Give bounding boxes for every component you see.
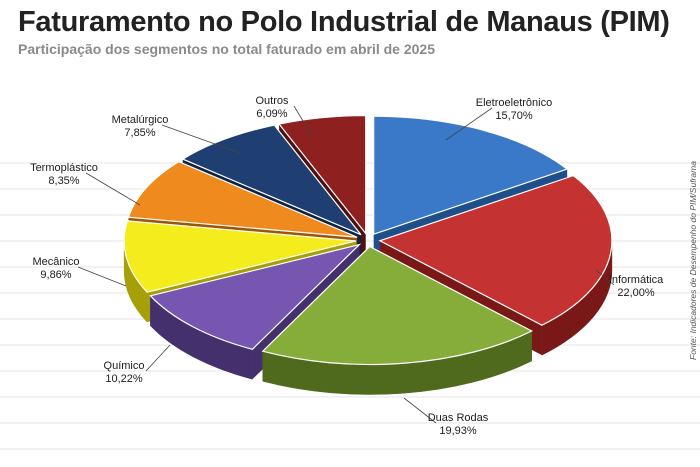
slice-label-4: Mecânico bbox=[32, 256, 79, 268]
slice-value-2: 19,93% bbox=[439, 425, 477, 437]
leader-line-0 bbox=[445, 107, 493, 141]
slice-label-7: Outros bbox=[255, 95, 289, 107]
slice-value-0: 15,70% bbox=[495, 110, 533, 122]
slice-label-3: Químico bbox=[104, 360, 145, 372]
leader-line-7 bbox=[293, 105, 313, 137]
slice-value-4: 9,86% bbox=[40, 269, 71, 281]
slice-label-5: Termoplástico bbox=[30, 162, 98, 174]
pie-slice-top-4 bbox=[123, 220, 357, 293]
leader-line-4 bbox=[77, 266, 127, 287]
source-note: Fonte: Indicadores de Desempenho do PIM/… bbox=[688, 161, 698, 360]
pie-slice-top-2 bbox=[261, 245, 534, 366]
leader-line-6 bbox=[161, 124, 241, 154]
pie-slice-top-0 bbox=[373, 115, 569, 236]
slice-value-3: 10,22% bbox=[105, 373, 143, 385]
leader-line-3 bbox=[145, 344, 171, 372]
pie-slice-2 bbox=[261, 245, 534, 395]
pie-slice-top-1 bbox=[378, 174, 613, 326]
leader-line-1 bbox=[595, 269, 615, 286]
pie-slice-top-5 bbox=[127, 161, 358, 238]
leader-line-2 bbox=[403, 397, 437, 424]
pie-slice-top-3 bbox=[149, 243, 362, 350]
slice-label-6: Metalúrgico bbox=[112, 114, 169, 126]
slice-label-2: Duas Rodas bbox=[428, 412, 489, 424]
chart-subtitle: Participação dos segmentos no total fatu… bbox=[18, 41, 436, 57]
pie-slice-top-7 bbox=[278, 114, 367, 236]
slice-value-7: 6,09% bbox=[256, 108, 287, 120]
pie-slice-top-6 bbox=[181, 124, 362, 236]
slice-value-5: 8,35% bbox=[48, 175, 79, 187]
chart-title: Faturamento no Polo Industrial de Manaus… bbox=[18, 6, 670, 38]
leader-line-5 bbox=[85, 172, 141, 206]
slice-value-6: 7,85% bbox=[124, 127, 155, 139]
slice-value-1: 22,00% bbox=[617, 287, 655, 299]
slice-label-0: Eletroeletrônico bbox=[476, 97, 552, 109]
slice-label-1: Informática bbox=[609, 274, 664, 286]
